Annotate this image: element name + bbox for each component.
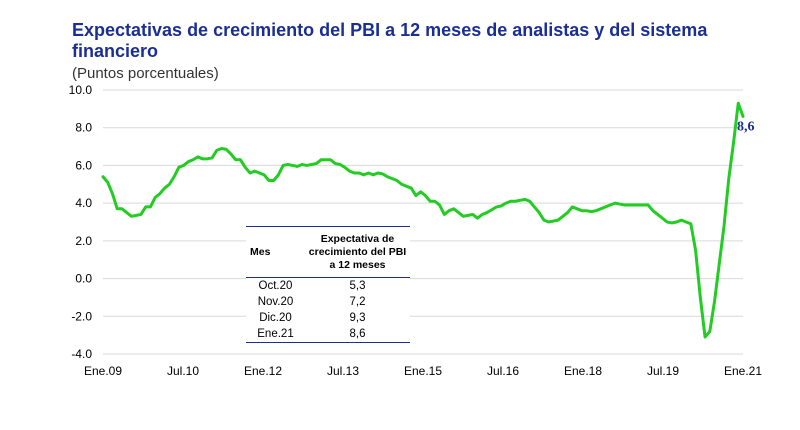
y-tick-label: 10.0 bbox=[69, 83, 93, 97]
x-tick-label: Ene.09 bbox=[84, 364, 122, 378]
y-tick-label: 0.0 bbox=[75, 272, 92, 286]
x-tick-label: Jul.16 bbox=[487, 364, 519, 378]
x-tick-label: Jul.10 bbox=[167, 364, 199, 378]
y-tick-label: 6.0 bbox=[75, 158, 92, 172]
table-header-row: Mes Expectativa de crecimiento del PBI a… bbox=[246, 226, 410, 278]
table-row: Dic.20 9,3 bbox=[246, 310, 410, 326]
table-row: Ene.21 8,6 bbox=[246, 326, 410, 343]
y-tick-label: 2.0 bbox=[75, 234, 92, 248]
x-tick-label: Ene.21 bbox=[724, 364, 762, 378]
table-cell-value: 8,6 bbox=[305, 326, 410, 343]
table-cell-value: 7,2 bbox=[349, 296, 366, 308]
table-cell-month: Oct.20 bbox=[258, 280, 293, 292]
table-cell-value: 9,3 bbox=[349, 312, 366, 324]
chart-title: Expectativas de crecimiento del PBI a 12… bbox=[72, 20, 708, 61]
y-tick-label: -4.0 bbox=[71, 347, 92, 361]
chart-subtitle: (Puntos porcentuales) bbox=[72, 65, 219, 82]
x-tick-label: Jul.19 bbox=[647, 364, 679, 378]
y-tick-label: -2.0 bbox=[71, 309, 92, 323]
gridlines bbox=[103, 89, 743, 355]
y-axis-ticks: 10.0 8.0 6.0 4.0 2.0 0.0 -2.0 -4.0 bbox=[69, 83, 93, 361]
series-line bbox=[101, 101, 745, 339]
table-cell-month: Nov.20 bbox=[257, 296, 294, 308]
x-tick-label: Jul.13 bbox=[327, 364, 359, 378]
x-tick-label: Ene.12 bbox=[244, 364, 282, 378]
y-tick-label: 4.0 bbox=[75, 196, 92, 210]
table-header-month: Mes bbox=[246, 226, 305, 278]
x-tick-label: Ene.15 bbox=[404, 364, 442, 378]
y-tick-label: 8.0 bbox=[75, 121, 92, 135]
table-cell-month: Dic.20 bbox=[259, 312, 292, 324]
table-cell-month: Ene.21 bbox=[246, 326, 305, 343]
table-row: Nov.20 7,2 bbox=[246, 294, 410, 310]
x-tick-label: Ene.18 bbox=[564, 364, 602, 378]
table-header-expectation: Expectativa de crecimiento del PBI a 12 … bbox=[305, 226, 410, 278]
table-row: Oct.20 5,3 bbox=[246, 278, 410, 295]
table-cell-value: 5,3 bbox=[349, 280, 366, 292]
end-value-label: 8,6 bbox=[737, 119, 755, 134]
expectations-table: Mes Expectativa de crecimiento del PBI a… bbox=[246, 226, 410, 343]
x-axis-ticks: Ene.09 Jul.10 Ene.12 Jul.13 Ene.15 Jul.16 Ene.… bbox=[84, 364, 762, 378]
